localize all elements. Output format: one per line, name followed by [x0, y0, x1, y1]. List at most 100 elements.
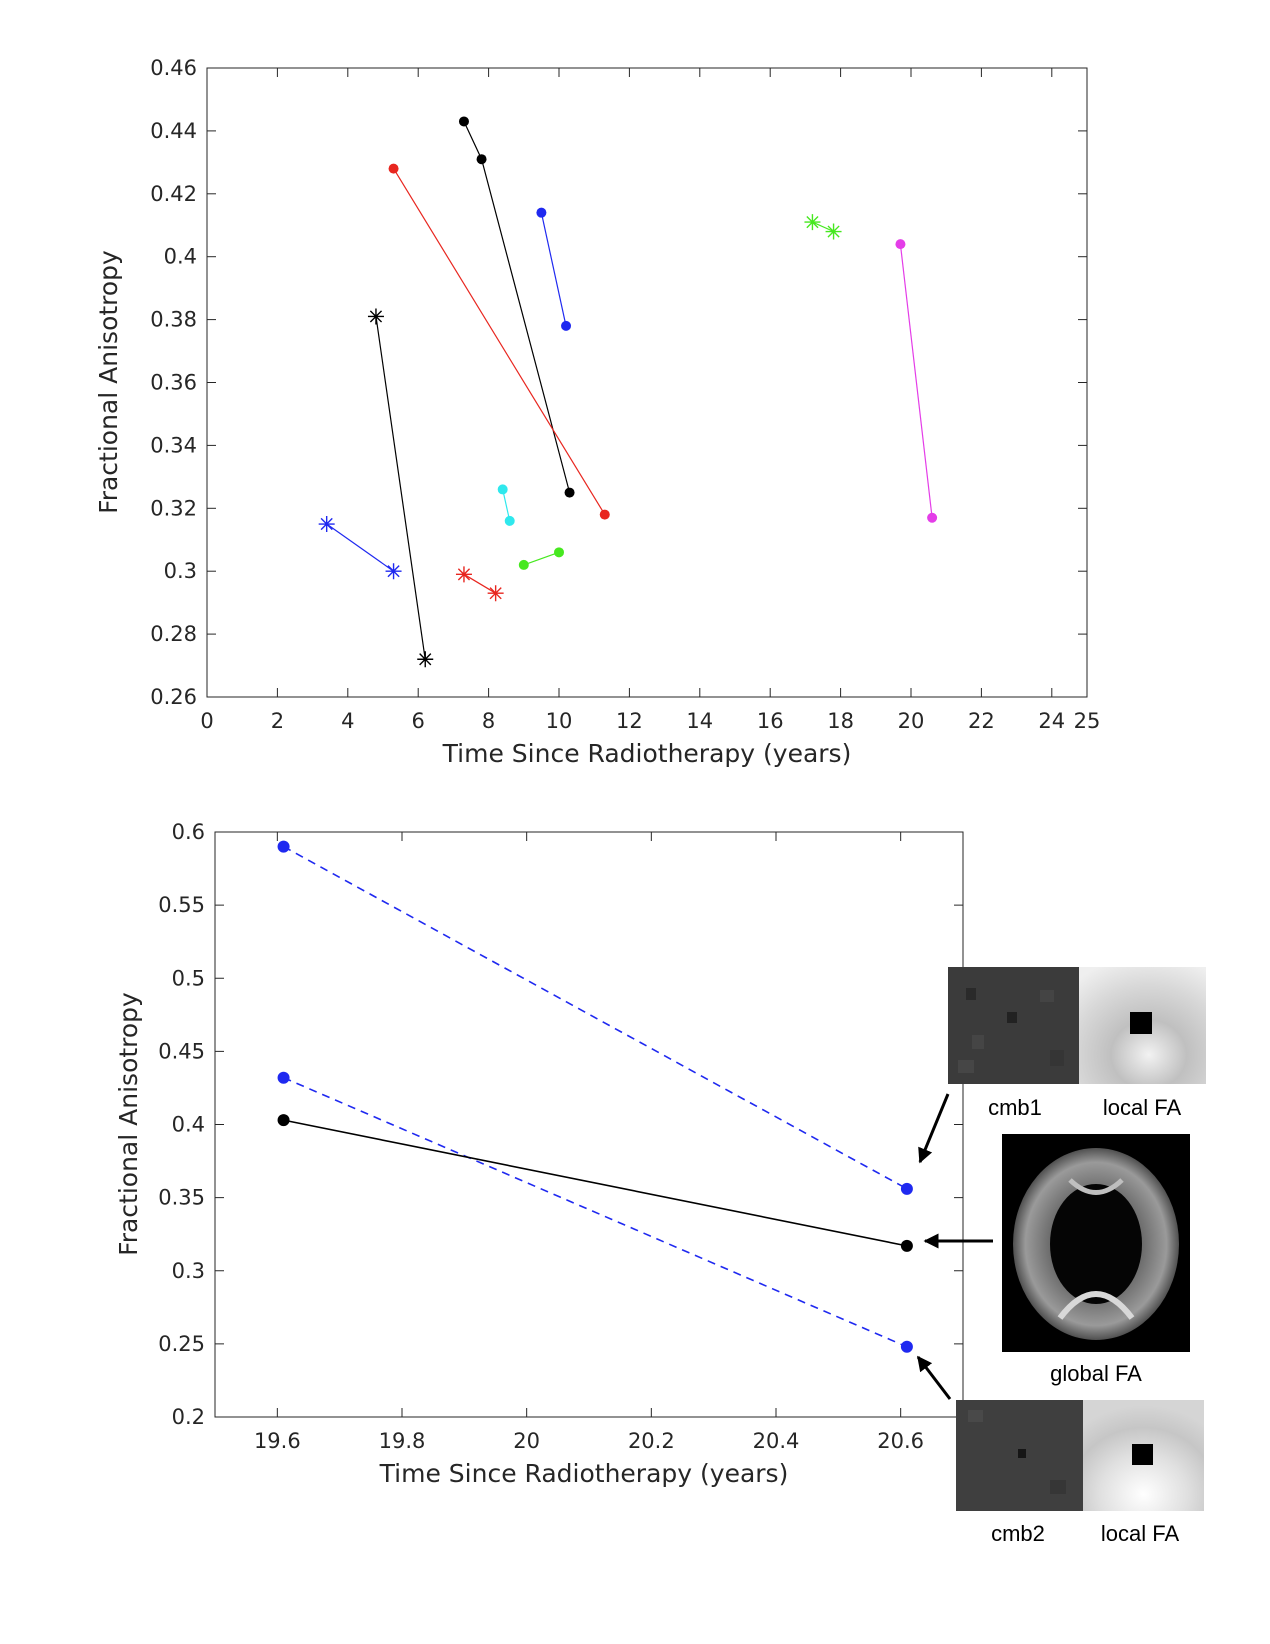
x-tick-label: 12	[616, 709, 643, 733]
x-tick-label: 2	[271, 709, 284, 733]
series-line	[283, 1119, 908, 1247]
x-tick-label: 19.8	[379, 1429, 426, 1453]
x-tick-label: 0	[200, 709, 213, 733]
series-1	[458, 116, 575, 498]
series-9	[318, 516, 402, 580]
data-point	[476, 154, 487, 165]
chart-2: 0.2 0.25 0.3 0.35 0.4 0.45 0.5 0.55 0.6 19.6 19.8…	[114, 820, 964, 1488]
plot-area-1	[206, 67, 1088, 698]
data-point-star	[487, 585, 504, 602]
series-8	[367, 308, 434, 668]
series-3	[536, 207, 572, 331]
y-tick-label: 0.45	[158, 1039, 205, 1063]
data-point	[504, 515, 515, 526]
data-point	[927, 512, 938, 523]
y-tick-label: 0.2	[172, 1405, 205, 1429]
series-line	[502, 489, 511, 522]
arrow-cmb2	[916, 1355, 952, 1400]
y-tick-label: 0.3	[172, 1259, 205, 1283]
y-tick-label: 0.42	[150, 182, 197, 206]
inset-cmb2-label: cmb2	[991, 1521, 1045, 1546]
data-point	[536, 207, 547, 218]
data-point-star	[318, 516, 335, 533]
series-7	[804, 214, 842, 240]
x-axis-label-2: Time Since Radiotherapy (years)	[379, 1459, 789, 1488]
series-2	[388, 163, 610, 520]
data-point	[277, 1071, 290, 1084]
data-point-star	[455, 566, 472, 583]
data-point	[458, 116, 469, 127]
x-tick-label: 6	[412, 709, 425, 733]
series-line	[463, 573, 496, 594]
inset-cmb1-label: cmb1	[988, 1095, 1042, 1120]
y-tick-label: 0.4	[172, 1113, 205, 1137]
data-point	[564, 487, 575, 498]
inset-cmb2-image	[956, 1400, 1083, 1511]
y-tick-label: 0.3	[164, 559, 197, 583]
series-group-2	[277, 840, 913, 1353]
series-4	[895, 239, 938, 523]
data-point	[497, 484, 508, 495]
y-tick-label: 0.46	[150, 56, 197, 80]
x-axis-label-1: Time Since Radiotherapy (years)	[442, 739, 852, 768]
inset-local-fa-bottom-label: local FA	[1101, 1521, 1180, 1546]
x-tick-label: 20	[513, 1429, 540, 1453]
y-tick-label: 0.34	[150, 433, 197, 457]
series-line	[812, 221, 834, 233]
series-line	[283, 1076, 908, 1348]
series-10	[455, 566, 504, 602]
data-point	[277, 1114, 290, 1127]
series-3	[277, 1114, 913, 1252]
y-tick-label: 0.35	[158, 1186, 205, 1210]
data-point-star	[825, 223, 842, 240]
y-axis-label-2: Fractional Anisotropy	[114, 992, 143, 1256]
series-line	[283, 845, 908, 1190]
plot-area-2	[214, 831, 964, 1418]
x-tick-label: 4	[341, 709, 354, 733]
inset-global-fa-image	[1002, 1134, 1190, 1352]
series-line	[523, 551, 560, 566]
data-point	[599, 509, 610, 520]
x-tick-label: 10	[546, 709, 573, 733]
x-tick-label: 18	[827, 709, 854, 733]
data-point	[900, 1182, 913, 1195]
inset-local-fa-bottom-image	[1083, 1400, 1204, 1511]
x-ticks-1: 0 2 4 6 8 10 12 14 16 18 20 22 24 25	[200, 68, 1100, 733]
inset-local-fa-top-label: local FA	[1103, 1095, 1182, 1120]
series-1	[277, 840, 913, 1195]
data-point	[895, 239, 906, 250]
series-line	[540, 212, 567, 327]
y-tick-label: 0.26	[150, 685, 197, 709]
y-tick-label: 0.6	[172, 820, 205, 844]
y-tick-label: 0.32	[150, 496, 197, 520]
x-tick-label: 24	[1038, 709, 1065, 733]
inset-global-fa-label: global FA	[1050, 1361, 1142, 1386]
data-point-star	[367, 308, 384, 325]
y-tick-label: 0.28	[150, 622, 197, 646]
x-tick-label: 25	[1074, 709, 1101, 733]
y-ticks-2: 0.2 0.25 0.3 0.35 0.4 0.45 0.5 0.55 0.6	[158, 820, 963, 1429]
x-tick-label: 14	[686, 709, 713, 733]
y-ticks-1: 0.26 0.28 0.3 0.32 0.34 0.36 0.38 0.4 0.42 0.44 0.…	[150, 56, 1087, 709]
series-line	[393, 168, 606, 515]
y-tick-label: 0.5	[172, 966, 205, 990]
x-tick-label: 16	[757, 709, 784, 733]
y-tick-label: 0.38	[150, 308, 197, 332]
series-line	[326, 523, 394, 572]
data-point-star	[417, 651, 434, 668]
x-tick-label: 8	[482, 709, 495, 733]
y-axis-label-1: Fractional Anisotropy	[94, 250, 123, 514]
inset-cmb1-image	[948, 967, 1079, 1084]
x-ticks-2: 19.6 19.8 20 20.2 20.4 20.6	[254, 832, 924, 1453]
data-point-star	[804, 214, 821, 231]
inset-local-fa-top-image	[1079, 967, 1206, 1084]
series-5	[497, 484, 515, 526]
y-tick-label: 0.55	[158, 893, 205, 917]
data-point	[900, 1239, 913, 1252]
x-tick-label: 19.6	[254, 1429, 301, 1453]
x-tick-label: 20.2	[628, 1429, 675, 1453]
y-tick-label: 0.44	[150, 119, 197, 143]
y-tick-label: 0.4	[164, 245, 197, 269]
y-tick-label: 0.25	[158, 1332, 205, 1356]
